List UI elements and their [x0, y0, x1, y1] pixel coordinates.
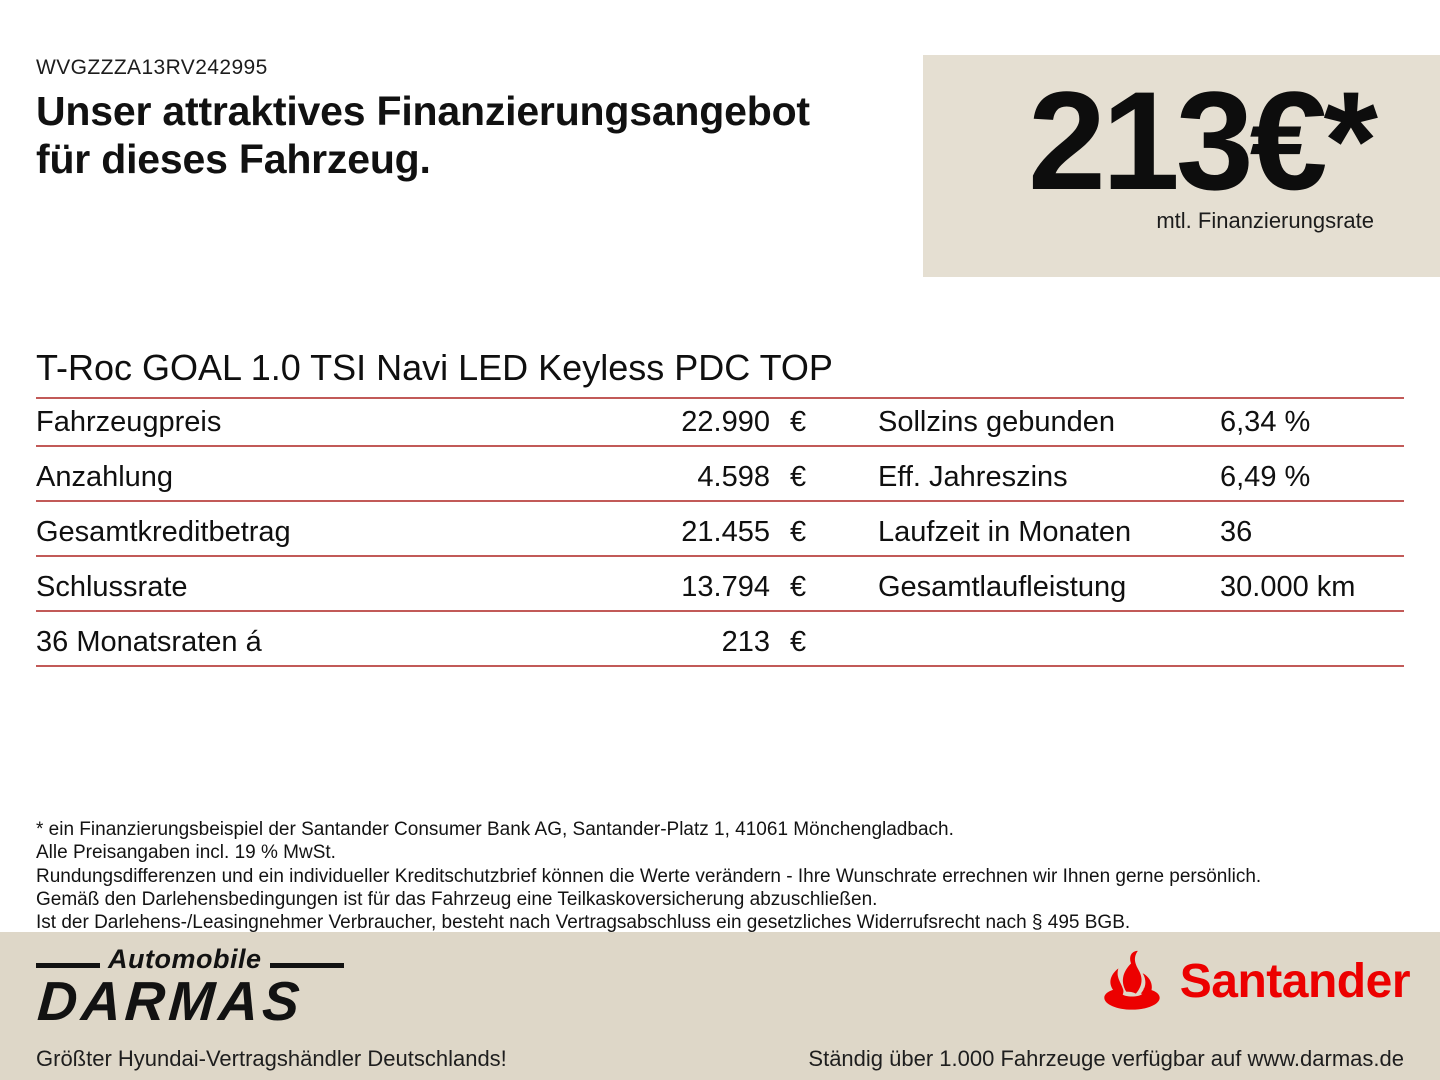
disclaimer-line: Gemäß den Darlehensbedingungen ist für d…: [36, 888, 878, 910]
table-row-gesamtkreditbetrag: Gesamtkreditbetrag 21.455 € Laufzeit in …: [36, 502, 1404, 557]
row-left-value: 4.598: [697, 461, 770, 493]
row-right-label: Laufzeit in Monaten: [878, 516, 1132, 548]
table-row-fahrzeugpreis: Fahrzeugpreis 22.990 € Sollzins gebunden…: [36, 392, 1404, 447]
row-right-label: Gesamtlaufleistung: [878, 571, 1127, 603]
footer-tagline-right: Ständig über 1.000 Fahrzeuge verfügbar a…: [808, 1046, 1404, 1071]
disclaimer-line: Alle Preisangaben incl. 19 % MwSt.: [36, 842, 336, 864]
row-left-unit: €: [790, 516, 807, 548]
footer: Automobile DARMAS Santander Größter Hyun…: [0, 932, 1440, 1080]
santander-wordmark: Santander: [1179, 954, 1411, 1008]
row-left-unit: €: [790, 626, 807, 658]
row-right-value: 6,49 %: [1220, 461, 1311, 493]
vin-number: WVGZZZA13RV242995: [36, 56, 268, 79]
darmas-logo-wordmark: DARMAS: [35, 970, 306, 1032]
row-left-label: Anzahlung: [36, 461, 174, 493]
page-title-line2: für dieses Fahrzeug.: [36, 135, 431, 182]
santander-bank-logo: Santander: [1098, 950, 1411, 1012]
row-right-value: 6,34 %: [1220, 406, 1311, 438]
darmas-dealer-logo: Automobile DARMAS: [35, 944, 344, 1032]
row-left-value: 13.794: [681, 571, 770, 603]
table-row-anzahlung: Anzahlung 4.598 € Eff. Jahreszins 6,49 %: [36, 447, 1404, 502]
disclaimer-line: Ist der Darlehens-/Leasingnehmer Verbrau…: [36, 912, 1131, 934]
page-title: Unser attraktives Finanzierungsangebot fü…: [36, 88, 810, 184]
monthly-rate-amount: 213€*: [1028, 62, 1378, 219]
page-title-line1: Unser attraktives Finanzierungsangebot: [36, 88, 810, 134]
darmas-logo-automobile: Automobile: [108, 944, 262, 974]
disclaimer-line: Rundungsdifferenzen und ein individuelle…: [36, 865, 1262, 887]
financing-table: Fahrzeugpreis 22.990 € Sollzins gebunden…: [36, 392, 1404, 667]
vehicle-title: T-Roc GOAL 1.0 TSI Navi LED Keyless PDC …: [36, 347, 1404, 399]
row-left-value: 22.990: [681, 406, 770, 438]
row-left-value: 21.455: [681, 516, 770, 548]
logo-rule-right: [269, 963, 344, 968]
row-left-unit: €: [790, 406, 807, 438]
row-left-label: Fahrzeugpreis: [36, 406, 222, 438]
row-left-value: 213: [721, 626, 770, 658]
row-left-label: Schlussrate: [36, 571, 188, 603]
disclaimer-line: * ein Finanzierungsbeispiel der Santande…: [36, 819, 954, 840]
row-right-value: 30.000 km: [1220, 571, 1356, 603]
table-row-monatsraten: 36 Monatsraten á 213 €: [36, 612, 1404, 667]
footer-tagline-left: Größter Hyundai-Vertragshändler Deutschl…: [36, 1046, 507, 1071]
santander-flame-icon: [1104, 950, 1160, 1010]
row-left-label: 36 Monatsraten á: [36, 626, 262, 658]
row-right-label: Sollzins gebunden: [878, 406, 1116, 438]
row-right-label: Eff. Jahreszins: [878, 461, 1068, 493]
monthly-rate-caption: mtl. Finanzierungsrate: [1156, 208, 1374, 233]
row-left-unit: €: [790, 461, 807, 493]
monthly-rate-box: 213€* mtl. Finanzierungsrate: [923, 55, 1440, 277]
logo-rule-left: [36, 963, 100, 968]
row-left-label: Gesamtkreditbetrag: [36, 516, 291, 548]
disclaimer-block: * ein Finanzierungsbeispiel der Santande…: [36, 818, 1416, 934]
row-right-value: 36: [1220, 516, 1253, 548]
table-row-schlussrate: Schlussrate 13.794 € Gesamtlaufleistung …: [36, 557, 1404, 612]
row-left-unit: €: [790, 571, 807, 603]
